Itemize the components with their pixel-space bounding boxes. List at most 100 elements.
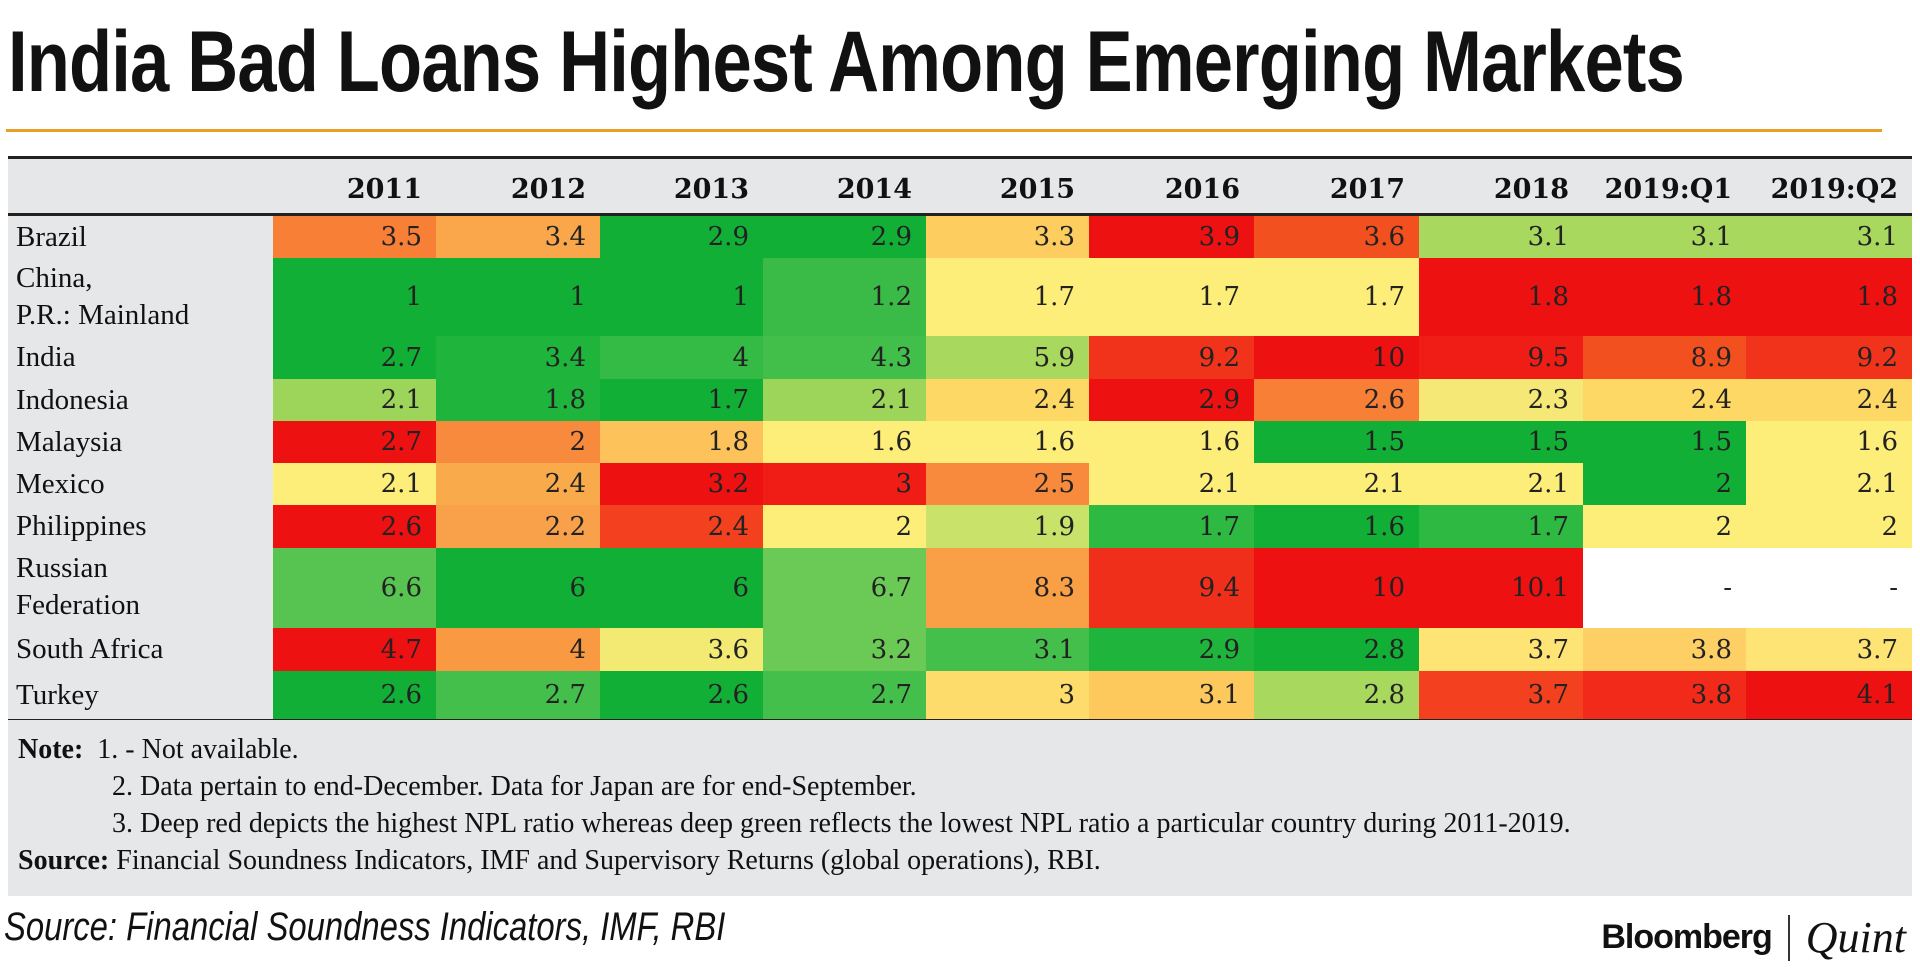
heatmap-cell: 2.7: [436, 671, 600, 719]
heatmap-cell: 2: [1583, 463, 1746, 505]
heatmap-cell: 2.1: [273, 463, 436, 505]
column-header: 2013: [673, 174, 749, 205]
country-label-column: Brazil China, P.R.: Mainland India Indonesi…: [8, 216, 273, 719]
heatmap-cell: 2: [1583, 505, 1746, 548]
note-source-text: Financial Soundness Indicators, IMF and …: [116, 845, 1101, 876]
note-source-label: Source:: [18, 845, 110, 876]
heatmap-cell: 5.9: [926, 336, 1089, 379]
heatmap-cell: 3.1: [1419, 216, 1583, 258]
heatmap-cell: 9.2: [1746, 336, 1912, 379]
heatmap-cell: 1.6: [926, 421, 1089, 463]
heatmap-cell: 10: [1254, 336, 1419, 379]
heatmap-cell: 2.6: [273, 671, 436, 719]
heatmap-cell: 2.1: [1089, 463, 1254, 505]
brand-quint: Quint: [1805, 913, 1906, 962]
heatmap-cell: 4.7: [273, 628, 436, 671]
heatmap-cell: 3.7: [1419, 671, 1583, 719]
heatmap-cell: 4.3: [763, 336, 926, 379]
heatmap-cell: 3.3: [926, 216, 1089, 258]
note-source-line: Source: Financial Soundness Indicators, …: [18, 843, 1101, 879]
heatmap-cell: 10.1: [1419, 548, 1583, 628]
heatmap-cell: 1.8: [1419, 258, 1583, 336]
heatmap-cell: 2: [1746, 505, 1912, 548]
heatmap-cell: 2.9: [1089, 379, 1254, 421]
row-label-country: Turkey: [16, 678, 99, 711]
heatmap-cell: 4: [600, 336, 763, 379]
heatmap-cell: 8.3: [926, 548, 1089, 628]
heatmap-cell: 1.9: [926, 505, 1089, 548]
heatmap-cell: 3.4: [436, 216, 600, 258]
note-line-1: Note: 1. - Not available.: [18, 732, 299, 768]
heatmap-cell: 2.7: [273, 336, 436, 379]
heatmap-cell: 2.1: [1746, 463, 1912, 505]
heatmap-cell: 1: [436, 258, 600, 336]
row-label-country: Brazil: [16, 220, 87, 253]
heatmap-cell: 3.7: [1419, 628, 1583, 671]
heatmap-cell: 2.3: [1419, 379, 1583, 421]
row-label-country: Indonesia: [16, 383, 129, 416]
heatmap-cell: 3.6: [600, 628, 763, 671]
row-label-country: Malaysia: [16, 425, 123, 458]
heatmap-cell: 1.5: [1254, 421, 1419, 463]
title-underline: [6, 129, 1882, 132]
heatmap-cell: 3.9: [1089, 216, 1254, 258]
heatmap-cell: 1.7: [1089, 258, 1254, 336]
heatmap-cell: 1.8: [1746, 258, 1912, 336]
heatmap-cell: 2.4: [436, 463, 600, 505]
brand-logo: Bloomberg Quint: [1601, 912, 1906, 963]
heatmap-cell: -: [1746, 548, 1912, 628]
heatmap-cell: 1.6: [763, 421, 926, 463]
heatmap-cell: 3.1: [1746, 216, 1912, 258]
heatmap-cell: 3: [926, 671, 1089, 719]
column-header: 2014: [836, 174, 912, 205]
heatmap-cell: 2.2: [436, 505, 600, 548]
heatmap-cell: 9.5: [1419, 336, 1583, 379]
heatmap-cell: 9.4: [1089, 548, 1254, 628]
heatmap-cell: 3.8: [1583, 671, 1746, 719]
heatmap-cell: 2.4: [1583, 379, 1746, 421]
heatmap-cell: 2.7: [273, 421, 436, 463]
heatmap-cell: 2.4: [600, 505, 763, 548]
brand-bloomberg: Bloomberg: [1601, 918, 1772, 956]
row-label-country: Mexico: [16, 467, 105, 500]
heatmap-cell: 1.5: [1583, 421, 1746, 463]
row-label-country: South Africa: [16, 633, 164, 665]
chart-title: India Bad Loans Highest Among Emerging M…: [8, 14, 1685, 110]
table-top-border: [8, 156, 1912, 159]
heatmap-cell: 10: [1254, 548, 1419, 628]
heatmap-cell: 2.5: [926, 463, 1089, 505]
heatmap-cell: 1.5: [1419, 421, 1583, 463]
heatmap-cell: 4.1: [1746, 671, 1912, 719]
heatmap-cell: 1.2: [763, 258, 926, 336]
heatmap-cell: 2.1: [1254, 463, 1419, 505]
column-header: 2019:Q1: [1604, 174, 1732, 205]
heatmap-cell: 2.1: [763, 379, 926, 421]
heatmap-cell: 1.6: [1089, 421, 1254, 463]
heatmap-cell: 9.2: [1089, 336, 1254, 379]
heatmap-cell: 3.1: [1089, 671, 1254, 719]
heatmap-cell: 1.6: [1254, 505, 1419, 548]
heatmap-cell: 2: [763, 505, 926, 548]
heatmap-cell: 2.8: [1254, 628, 1419, 671]
column-header: 2018: [1493, 174, 1569, 205]
heatmap-cell: 2.6: [273, 505, 436, 548]
heatmap-cell: 1.8: [600, 421, 763, 463]
heatmap-cell: 6.7: [763, 548, 926, 628]
heatmap-cell: -: [1583, 548, 1746, 628]
heatmap-cell: 3.7: [1746, 628, 1912, 671]
heatmap-cell: 2.4: [1746, 379, 1912, 421]
column-header: 2012: [510, 174, 586, 205]
heatmap-cell: 2.4: [926, 379, 1089, 421]
table-header-row: 2011 2012 2013 2014 2015 2016 2017 2018 2019:Q1 2…: [8, 159, 1912, 216]
heatmap-cell: 2.6: [600, 671, 763, 719]
brand-separator: [1787, 914, 1790, 961]
heatmap-cell: 6: [600, 548, 763, 628]
heatmap-cell: 6: [436, 548, 600, 628]
heatmap-cell: 1.7: [600, 379, 763, 421]
column-header: 2019:Q2: [1770, 174, 1898, 205]
heatmap-cell: 3.1: [1583, 216, 1746, 258]
notes-box: Note: 1. - Not available. 2. Data pertai…: [8, 720, 1912, 896]
column-header: 2016: [1164, 174, 1240, 205]
heatmap-cell: 1.7: [1419, 505, 1583, 548]
note-1: 1. - Not available.: [97, 734, 299, 765]
